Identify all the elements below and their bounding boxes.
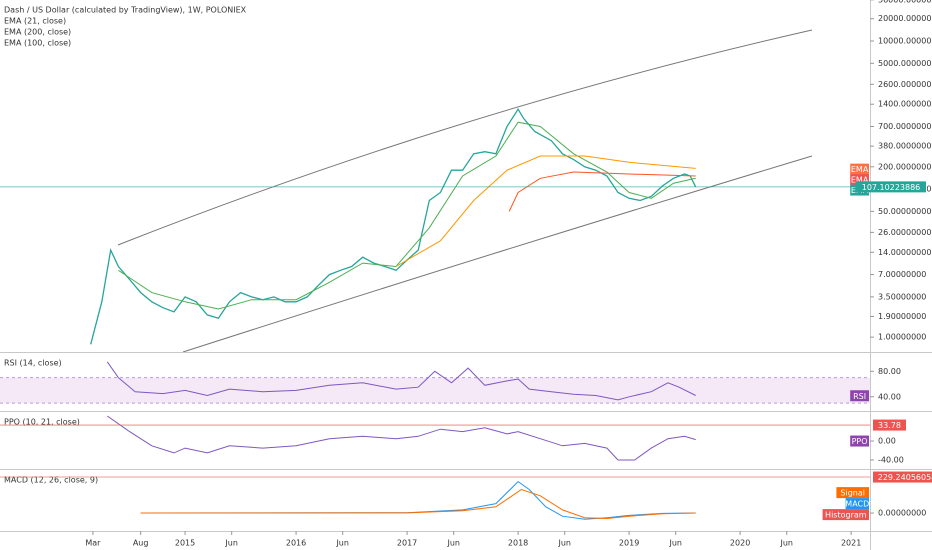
y-tick-label: 3.50000000: [878, 292, 926, 301]
legend-entry: EMA (200, close): [4, 28, 71, 37]
series-line: [508, 171, 696, 212]
axis-marker: [873, 419, 906, 431]
series-line: [395, 155, 696, 267]
series-line: [106, 361, 696, 401]
y-tick-label: 5000.00000000: [878, 59, 932, 68]
axis-marker-label: EMA: [851, 165, 869, 174]
x-tick-label: Jun: [224, 539, 238, 548]
axis-marker-label: 229.24056058: [878, 473, 932, 482]
x-tick-label: 2020: [730, 539, 750, 548]
axis-marker-label: Signal: [840, 489, 865, 498]
series-line: [107, 415, 696, 461]
x-tick-label: 2016: [286, 539, 306, 548]
x-tick-label: 2018: [508, 539, 528, 548]
y-tick-label: 14.00000000: [878, 248, 931, 257]
y-tick-label: 7.00000000: [878, 270, 926, 279]
axis-marker: [836, 487, 869, 499]
series-line: [140, 480, 696, 520]
axis-marker-label: MACD: [845, 500, 869, 509]
x-tick-label: Aug: [133, 539, 149, 548]
y-tick-label: 1.00000000: [878, 333, 926, 342]
axis-marker: [850, 163, 869, 175]
axis-marker: [856, 181, 926, 193]
y-tick-label: 0.00: [878, 437, 896, 446]
channel-upper: [117, 29, 813, 246]
y-tick-label: 700.00000000: [878, 122, 932, 131]
legend-entry: EMA (21, close): [4, 17, 66, 26]
x-tick-label: 2017: [397, 539, 417, 548]
x-tick-label: Jun: [335, 539, 349, 548]
y-tick-label: 50.00000000: [878, 207, 931, 216]
y-tick-label: 36000.00000000: [878, 0, 932, 4]
axis-marker: [845, 498, 869, 510]
y-tick-label: -40.00: [878, 455, 904, 464]
rsi-band: [0, 377, 870, 404]
axis-marker: [822, 509, 869, 521]
y-tick-label: 20000.00000000: [878, 14, 932, 23]
y-tick-label: 10000.00000000: [878, 37, 932, 46]
y-tick-label: 26.00000000: [878, 228, 931, 237]
pane-title: MACD (12, 26, close, 9): [4, 476, 98, 485]
y-tick-label: 1.90000000: [878, 312, 926, 321]
y-tick-label: 380.00000000: [878, 142, 932, 151]
axis-marker: [850, 174, 869, 186]
y-tick-label: 40.00: [878, 392, 901, 401]
x-tick-label: Jun: [779, 539, 793, 548]
channel-lower: [182, 155, 813, 353]
pane-title: RSI (14, close): [4, 359, 62, 368]
axis-marker: [850, 390, 869, 402]
y-tick-label: 0.00000000: [878, 509, 926, 518]
y-tick-label: 2600.00000000: [878, 80, 932, 89]
series-line: [90, 107, 697, 345]
axis-marker-label: EMA: [851, 176, 869, 185]
series-line: [140, 488, 696, 520]
x-tick-label: 2019: [619, 539, 639, 548]
series-line: [118, 121, 696, 310]
axis-marker: [873, 471, 932, 483]
x-tick-label: Jun: [446, 539, 460, 548]
axis-marker-label: Histogram: [825, 511, 867, 520]
x-tick-label: 2021: [841, 539, 861, 548]
pane-title: Dash / US Dollar (calculated by TradingV…: [4, 6, 247, 15]
axis-marker-label: 33.78: [878, 421, 901, 430]
x-tick-label: Jun: [557, 539, 571, 548]
y-tick-label: 80.00: [878, 367, 901, 376]
pane-title: PPO (10, 21, close): [4, 418, 80, 427]
y-tick-label: 1400.00000000: [878, 100, 932, 109]
axis-marker-label: 107.10223886: [862, 183, 921, 192]
y-tick-label: 200.00000000: [878, 162, 932, 171]
axis-marker-label: PPO: [852, 437, 868, 446]
x-tick-label: Mar: [85, 539, 101, 548]
axis-marker-label: RSI: [853, 392, 866, 401]
axis-marker: [850, 435, 869, 447]
legend-entry: EMA (100, close): [4, 39, 71, 48]
x-tick-label: 2015: [175, 539, 195, 548]
x-tick-label: Jun: [668, 539, 682, 548]
